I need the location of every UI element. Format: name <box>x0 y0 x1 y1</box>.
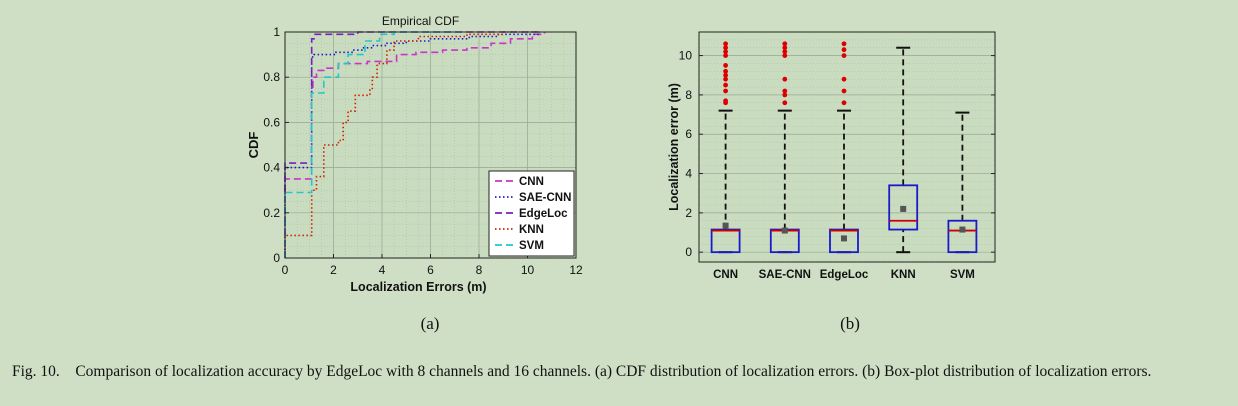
box-outlier <box>723 63 728 68</box>
cdf-series-knn <box>284 31 540 258</box>
box-outlier <box>723 76 728 82</box>
cdf-series-sae-cnn <box>284 32 541 258</box>
cdf-legend-label: SAE-CNN <box>519 192 571 204</box>
box-outlier <box>841 76 847 82</box>
cdf-x-tick-label: 4 <box>379 263 386 277</box>
cdf-x-tick-label: 6 <box>427 263 434 277</box>
box-outlier <box>782 45 788 51</box>
box-outlier <box>782 88 788 94</box>
figure-caption: Fig. 10. Comparison of localization accu… <box>12 361 1228 382</box>
box-outlier <box>723 41 728 47</box>
box-outlier <box>841 41 847 47</box>
box-iqr <box>710 228 741 254</box>
cdf-legend-label: SVM <box>519 240 544 252</box>
subfigure-label-b: (b) <box>840 314 860 333</box>
cdf-legend-label: CNN <box>519 176 544 188</box>
box-outlier <box>723 68 728 74</box>
box-outlier <box>723 72 728 78</box>
cdf-x-tick-label: 0 <box>282 263 289 277</box>
box-outlier <box>723 49 728 55</box>
box-category-label: EdgeLoc <box>820 269 869 281</box>
cdf-y-tick-label: 0.8 <box>263 70 280 84</box>
box-iqr <box>947 219 978 254</box>
box-y-tick-label: 4 <box>685 167 692 181</box>
cdf-series-svm <box>284 31 460 258</box>
cdf-y-axis-label: CDF <box>246 132 261 159</box>
box-outlier <box>782 76 788 82</box>
cdf-x-tick-label: 10 <box>521 263 535 277</box>
cdf-x-tick-label: 2 <box>330 263 337 277</box>
box-y-tick-label: 2 <box>685 206 692 220</box>
cdf-series-edgeloc <box>284 31 542 258</box>
box-mean-marker <box>781 227 788 234</box>
box-mean-marker <box>841 235 847 242</box>
box-outlier <box>723 45 728 51</box>
cdf-y-tick-label: 0.4 <box>263 161 280 175</box>
cdf-x-axis-label: Localization Errors (m) <box>350 280 486 294</box>
cdf-y-tick-label: 1 <box>273 25 280 39</box>
cdf-y-tick-label: 0 <box>273 251 280 265</box>
box-outlier <box>782 100 788 106</box>
caption-label: Fig. 10. <box>12 363 60 380</box>
box-iqr <box>888 184 919 231</box>
cdf-series-cnn <box>284 32 546 258</box>
cdf-y-tick-label: 0.6 <box>263 115 280 129</box>
box-outlier <box>841 100 847 106</box>
caption-text: Comparison of localization accuracy by E… <box>75 363 1152 380</box>
box-outlier <box>841 88 847 94</box>
cdf-y-tick-label: 0.2 <box>263 206 280 220</box>
box-mean-marker <box>900 205 907 212</box>
box-y-tick-label: 8 <box>685 88 692 102</box>
box-outlier <box>841 53 847 58</box>
box-category-label: SVM <box>950 269 975 281</box>
box-outlier <box>782 49 788 55</box>
box-mean-marker <box>722 222 729 229</box>
box-plot-area <box>699 32 995 262</box>
subfigure-label-a: (a) <box>421 314 440 333</box>
box-y-axis-label: Localization error (m) <box>667 83 681 211</box>
box-axes-frame <box>698 31 996 263</box>
cdf-legend-label: EdgeLoc <box>519 208 568 220</box>
box-y-tick-label: 0 <box>685 245 692 259</box>
box-category-label: CNN <box>713 269 738 281</box>
box-outlier <box>723 88 728 94</box>
box-outlier <box>782 41 788 47</box>
box-outlier <box>723 53 728 58</box>
box-y-tick-label: 10 <box>679 49 693 63</box>
cdf-legend-label: KNN <box>519 224 544 236</box>
box-outlier <box>782 53 788 58</box>
box-outlier <box>782 92 788 98</box>
box-category-label: SAE-CNN <box>759 269 811 281</box>
cdf-x-tick-label: 8 <box>476 263 483 277</box>
box-outlier <box>723 98 728 104</box>
box-outlier <box>723 82 728 88</box>
box-iqr <box>829 228 859 254</box>
box-category-label: KNN <box>891 269 916 281</box>
cdf-title: Empirical CDF <box>382 14 459 28</box>
cdf-x-tick-label: 12 <box>569 263 583 277</box>
cdf-legend <box>488 170 575 257</box>
box-mean-marker <box>959 226 966 233</box>
box-outlier <box>841 47 847 53</box>
box-y-tick-label: 6 <box>685 127 692 141</box>
